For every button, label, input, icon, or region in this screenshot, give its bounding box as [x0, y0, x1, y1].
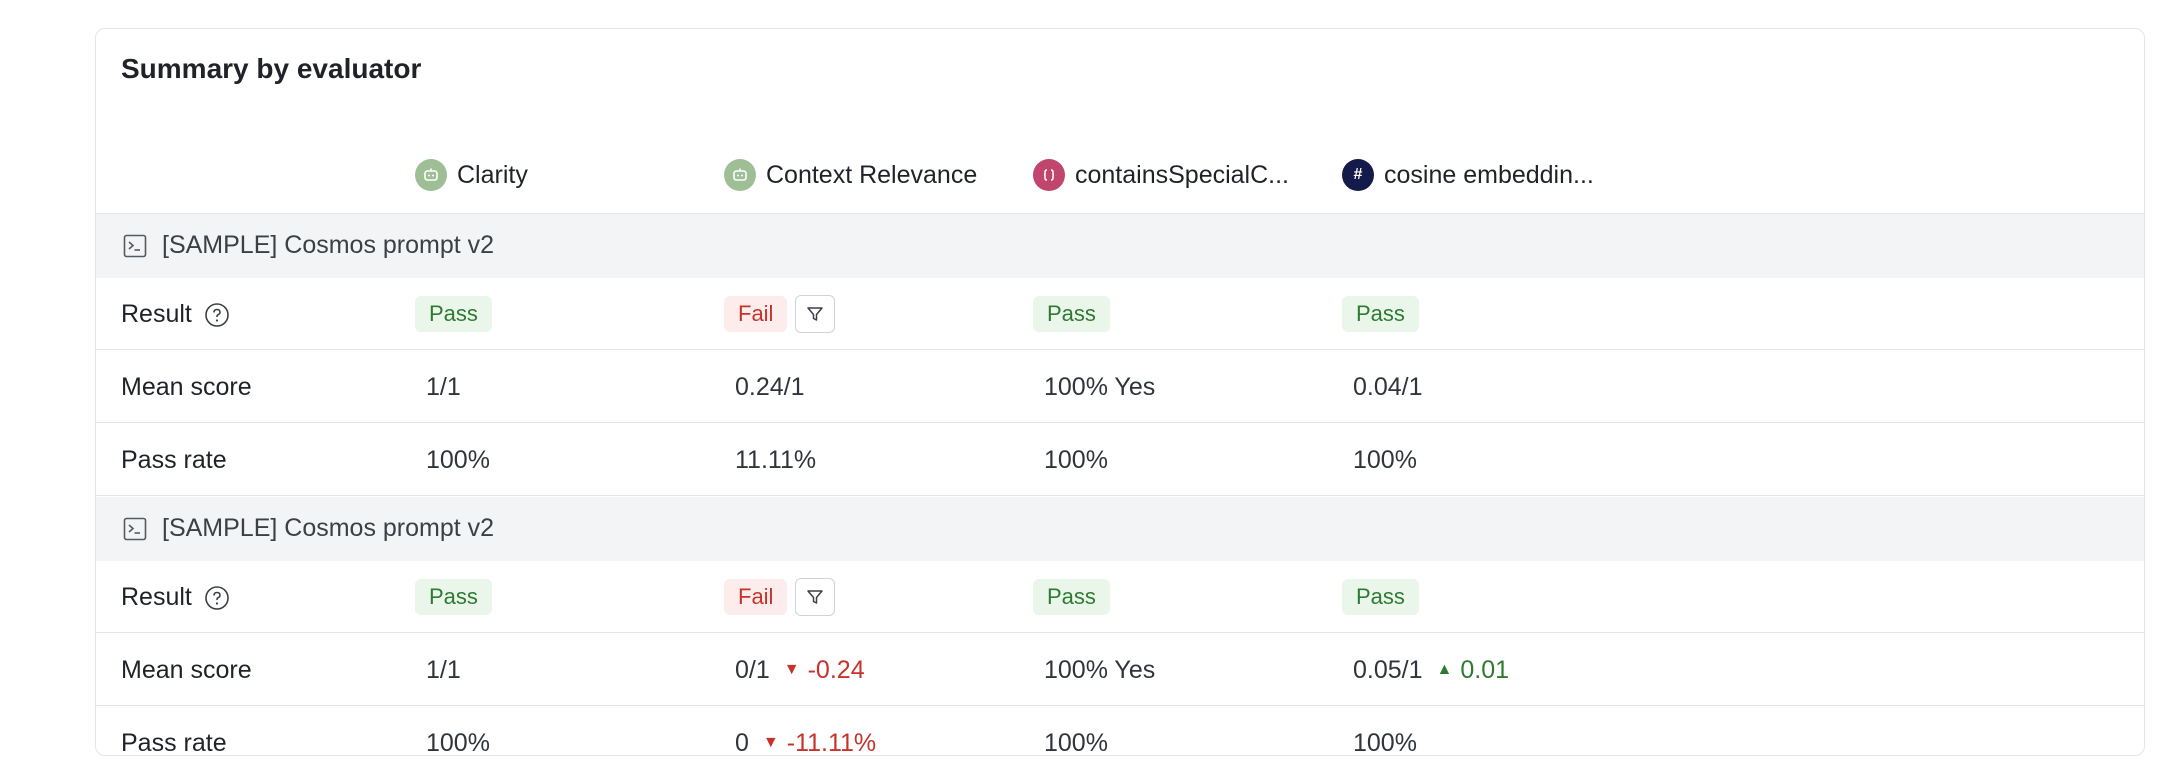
status-badge: Fail — [724, 296, 788, 332]
status-badge: Pass — [1342, 296, 1419, 332]
row-label: Result — [121, 300, 192, 328]
delta-increase: ▲ 0.01 — [1437, 656, 1510, 685]
status-badge: Fail — [724, 579, 788, 615]
delta-value: -0.24 — [807, 655, 865, 684]
pass-rate-value: 11.11% — [735, 445, 817, 474]
pass-rate-value: 100% — [1044, 445, 1108, 474]
status-badge: Pass — [1342, 579, 1419, 615]
delta-value: 0.01 — [1460, 655, 1510, 684]
status-badge: Pass — [415, 296, 492, 332]
evaluator-header-clarity[interactable]: Clarity — [415, 159, 528, 191]
pass-rate-value: 100% — [1044, 728, 1108, 756]
evaluator-header-row: Clarity Context Relevance containsSpecia… — [96, 141, 2144, 214]
mean-score-value: 0.04/1 — [1353, 372, 1423, 401]
mean-score-value: 100% Yes — [1044, 372, 1156, 401]
row-label: Mean score — [121, 373, 252, 401]
summary-card: Summary by evaluator Clarity Context Rel… — [95, 28, 2145, 756]
code-braces-icon — [1033, 159, 1065, 191]
evaluator-name: containsSpecialC... — [1075, 160, 1290, 189]
evaluator-name: cosine embeddin... — [1384, 160, 1594, 189]
pass-rate-value: 100% — [1353, 445, 1417, 474]
prompt-group-header: [SAMPLE] Cosmos prompt v2 — [96, 497, 2144, 561]
evaluator-name: Context Relevance — [766, 160, 978, 189]
row-label: Mean score — [121, 656, 252, 684]
prompt-group-label: [SAMPLE] Cosmos prompt v2 — [162, 231, 495, 259]
status-badge: Pass — [1033, 579, 1110, 615]
pass-rate-value: 0 — [735, 728, 749, 756]
pass-rate-row: Pass rate 100% 11.11% 100% 100% — [96, 424, 2144, 496]
mean-score-row: Mean score 1/1 0.24/1 100% Yes 0.04/1 — [96, 351, 2144, 423]
delta-decrease: ▼ -11.11% — [762, 728, 877, 756]
pass-rate-value: 100% — [426, 445, 490, 474]
filter-button[interactable] — [795, 295, 836, 333]
status-badge: Pass — [1033, 296, 1110, 332]
terminal-icon — [123, 517, 147, 541]
evaluator-name: Clarity — [457, 160, 528, 189]
robot-icon — [724, 159, 756, 191]
pass-rate-value: 100% — [426, 728, 490, 756]
result-row: Result Pass Fail Pass Pass — [96, 561, 2144, 633]
status-badge: Pass — [415, 579, 492, 615]
pass-rate-value: 100% — [1353, 728, 1417, 756]
triangle-down-icon: ▼ — [762, 734, 779, 751]
mean-score-value: 1/1 — [426, 655, 461, 684]
hash-icon: # — [1342, 159, 1374, 191]
help-circle-icon[interactable] — [204, 585, 230, 611]
prompt-group-header: [SAMPLE] Cosmos prompt v2 — [96, 214, 2144, 278]
filter-icon — [807, 590, 824, 604]
prompt-group-label: [SAMPLE] Cosmos prompt v2 — [162, 514, 495, 542]
mean-score-value: 1/1 — [426, 372, 461, 401]
evaluator-header-cosine[interactable]: # cosine embeddin... — [1342, 159, 1594, 191]
row-label: Pass rate — [121, 729, 227, 756]
triangle-up-icon: ▲ — [1436, 661, 1453, 678]
evaluator-header-context-relevance[interactable]: Context Relevance — [724, 159, 977, 191]
mean-score-value: 0/1 — [735, 655, 770, 684]
filter-button[interactable] — [795, 578, 836, 616]
mean-score-value: 0.05/1 — [1353, 655, 1423, 684]
result-row: Result Pass Fail Pass Pass — [96, 278, 2144, 350]
terminal-icon — [123, 234, 147, 258]
card-title: Summary by evaluator — [121, 53, 422, 84]
mean-score-row: Mean score 1/1 0/1 ▼ -0.24 100% Yes 0.05… — [96, 634, 2144, 706]
robot-icon — [415, 159, 447, 191]
row-label: Result — [121, 583, 192, 611]
pass-rate-row: Pass rate 100% 0 ▼ -11.11% 100% 100% — [96, 707, 2144, 756]
help-circle-icon[interactable] — [204, 302, 230, 328]
mean-score-value: 0.24/1 — [735, 372, 805, 401]
row-label: Pass rate — [121, 446, 227, 474]
triangle-down-icon: ▼ — [783, 661, 800, 678]
mean-score-value: 100% Yes — [1044, 655, 1156, 684]
delta-value: -11.11% — [786, 728, 877, 756]
filter-icon — [807, 307, 824, 321]
delta-decrease: ▼ -0.24 — [784, 656, 865, 685]
evaluator-header-contains-special[interactable]: containsSpecialC... — [1033, 159, 1289, 191]
